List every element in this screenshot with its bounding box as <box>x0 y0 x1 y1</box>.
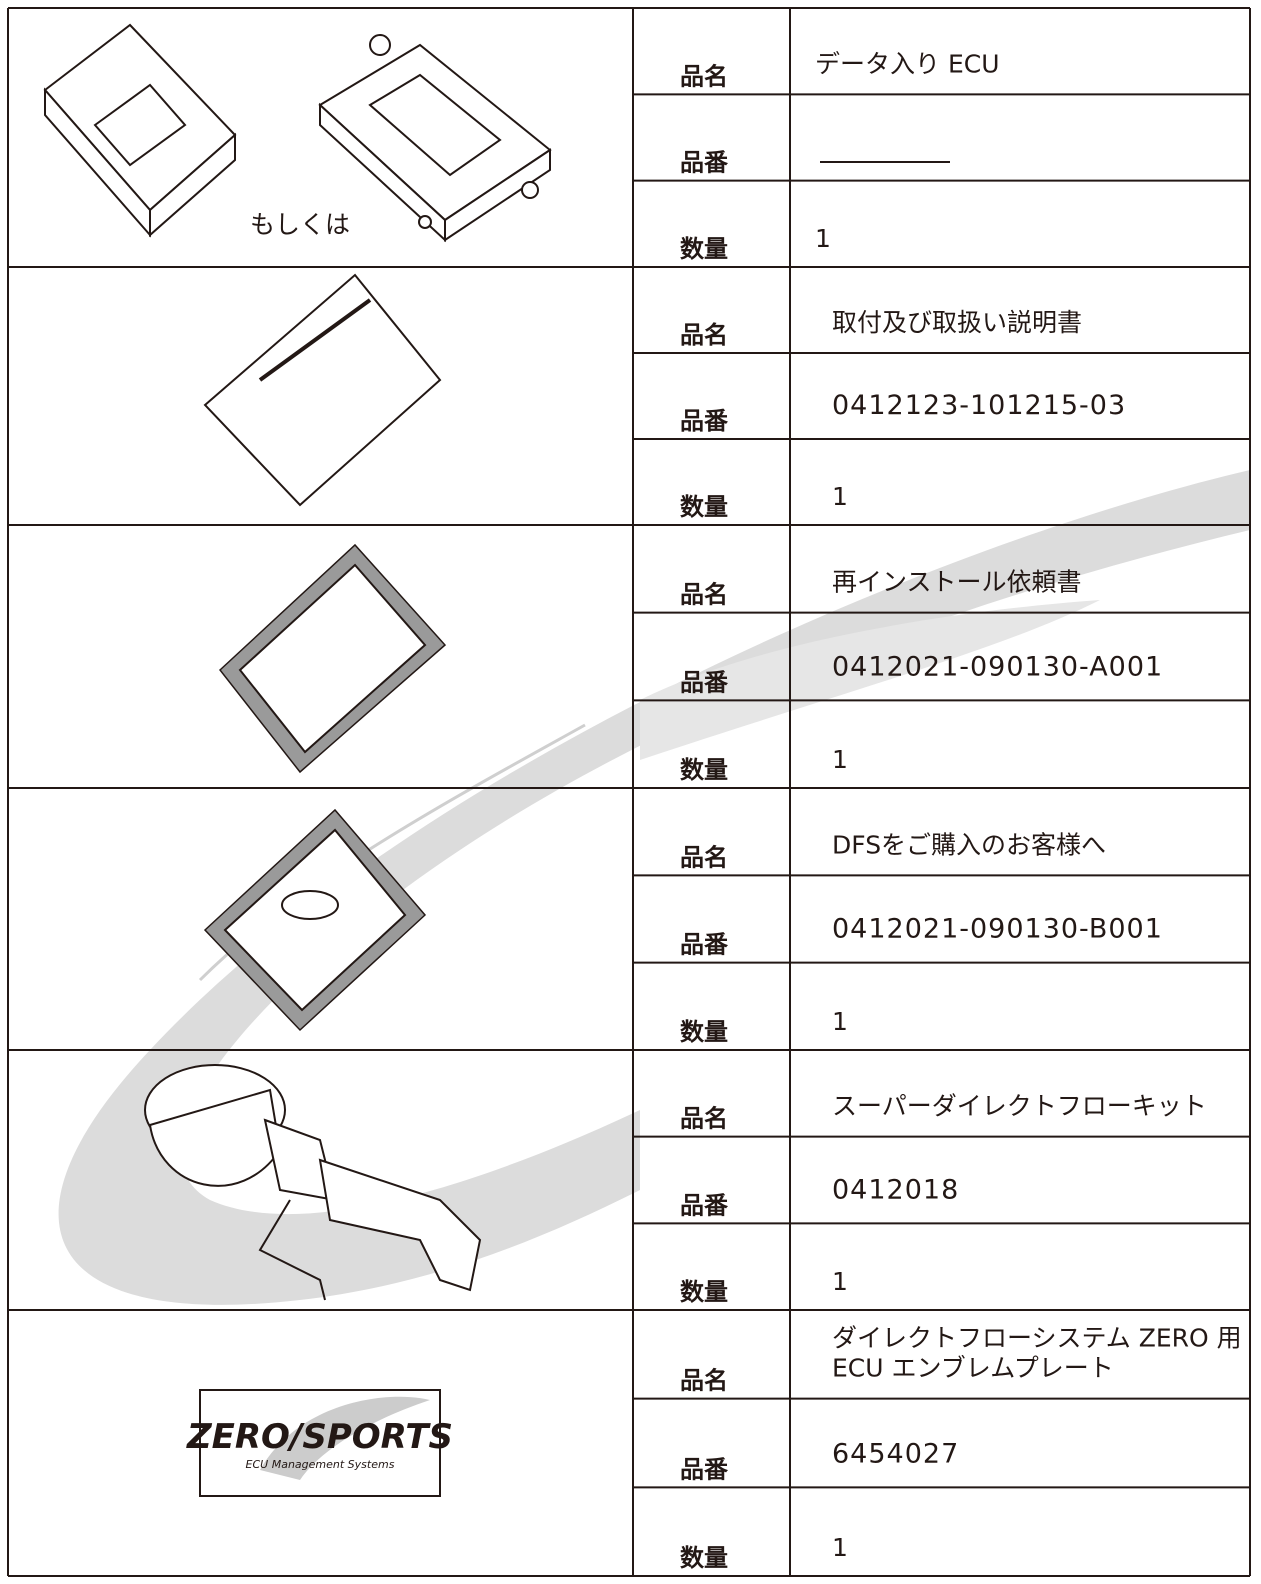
item-name: 取付及び取扱い説明書 <box>832 308 1082 337</box>
logo-subtext: ECU Management Systems <box>246 1458 395 1471</box>
field-label: 品番 <box>680 668 729 696</box>
item-number: 0412021-090130-B001 <box>832 914 1163 945</box>
ecu-unit <box>318 34 552 243</box>
item-number: 0412123-101215-03 <box>832 390 1126 421</box>
emblem-plate <box>199 1389 441 1497</box>
manual-sheet <box>203 273 442 507</box>
background-swoosh-2 <box>640 600 1100 760</box>
item-quantity: 1 <box>832 482 848 511</box>
item-name: ダイレクトフローシステム ZERO 用 <box>832 1324 1242 1353</box>
item-number: 0412018 <box>832 1174 959 1205</box>
item-quantity: 1 <box>815 224 831 253</box>
item-name: 再インストール依頼書 <box>832 568 1082 597</box>
item-number: 6454027 <box>832 1438 959 1469</box>
field-label: 数量 <box>680 1018 728 1046</box>
field-label: 品番 <box>680 931 729 959</box>
field-label: 品名 <box>680 321 728 349</box>
item-quantity: 1 <box>832 1267 848 1296</box>
table-frame <box>7 7 1251 1577</box>
item-quantity: 1 <box>832 1533 848 1562</box>
field-label: 品名 <box>680 1105 728 1133</box>
logo-text: ZERO/SPORTS <box>186 1417 453 1457</box>
item-name: DFSをご購入のお客様へ <box>832 830 1106 859</box>
field-label: 品名 <box>680 62 728 90</box>
item-name: ECU エンブレムプレート <box>832 1354 1114 1383</box>
background-swoosh <box>58 470 1251 1305</box>
item-quantity: 1 <box>832 745 848 774</box>
item-number: 0412021-090130-A001 <box>832 651 1163 682</box>
field-label: 品名 <box>680 581 728 609</box>
item-name: データ入り ECU <box>815 49 1000 78</box>
field-label: 品番 <box>680 149 729 177</box>
item-name: スーパーダイレクトフローキット <box>832 1092 1207 1121</box>
dfs-sheet <box>203 808 427 1032</box>
field-label: 品名 <box>680 1367 728 1395</box>
image-caption: もしくは <box>250 210 350 239</box>
field-label: 数量 <box>680 1278 728 1306</box>
reinstall-sheet <box>218 543 447 774</box>
field-label: 数量 <box>680 235 728 263</box>
ecu-box <box>43 23 237 238</box>
item-quantity: 1 <box>832 1007 848 1036</box>
intake-kit <box>144 1064 482 1301</box>
field-label: 数量 <box>680 493 728 521</box>
field-label: 数量 <box>680 1544 728 1572</box>
field-label: 品番 <box>680 1191 729 1219</box>
field-label: 品番 <box>680 1455 729 1483</box>
field-label: 数量 <box>680 756 728 784</box>
field-label: 品名 <box>680 843 728 871</box>
field-label: 品番 <box>680 407 729 435</box>
